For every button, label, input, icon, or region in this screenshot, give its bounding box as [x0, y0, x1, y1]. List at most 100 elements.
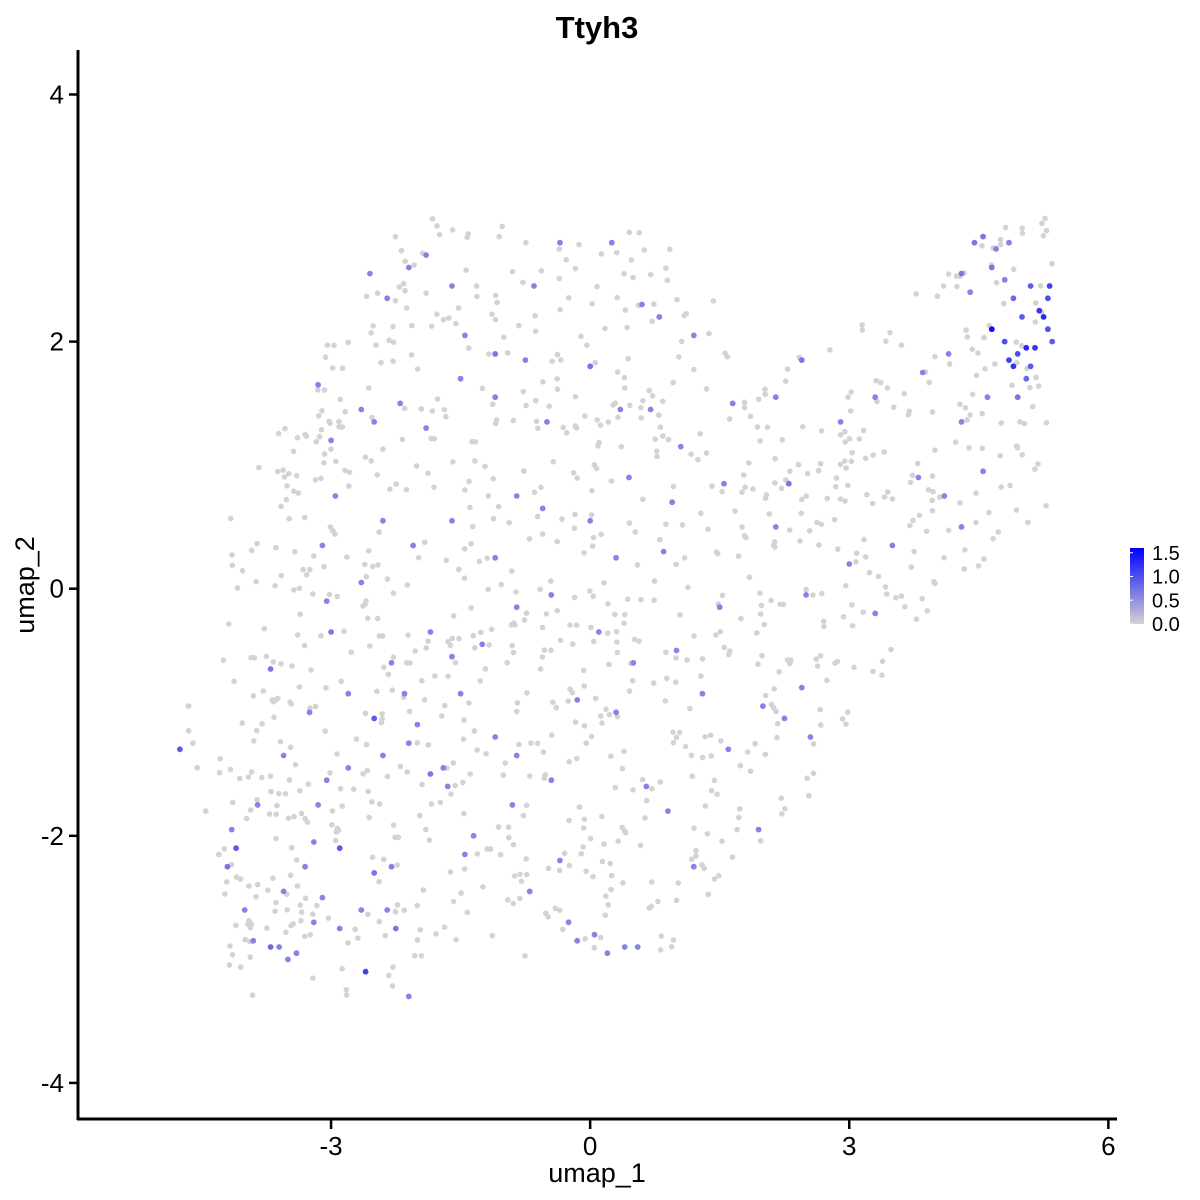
cell-point-background	[740, 472, 747, 478]
cell-point-background	[592, 695, 599, 702]
cell-point	[587, 363, 594, 370]
cell-point	[423, 252, 429, 258]
cell-point	[470, 832, 477, 839]
cell-point-background	[429, 216, 436, 222]
cell-point-background	[627, 402, 633, 409]
cell-point-background	[362, 454, 369, 461]
cell-point-background	[768, 597, 774, 604]
cell-point-background	[739, 524, 745, 530]
cell-point	[267, 944, 274, 950]
cell-point-background	[817, 653, 824, 659]
cell-point-background	[998, 420, 1005, 426]
cell-point-background	[762, 391, 768, 398]
cell-point-background	[758, 602, 765, 609]
cell-point-background	[975, 350, 981, 356]
cell-point-background	[254, 540, 260, 547]
cell-point-background	[699, 754, 706, 761]
cell-point-background	[363, 293, 370, 300]
cell-point-background	[589, 487, 595, 494]
cell-point-background	[726, 416, 733, 422]
cell-point-background	[679, 522, 686, 528]
cell-point-background	[642, 815, 648, 821]
cell-point	[293, 950, 300, 957]
cell-point-background	[471, 728, 478, 734]
cell-point-background	[691, 633, 697, 639]
cell-point-background	[390, 358, 396, 365]
cell-point-background	[711, 777, 718, 784]
cell-point-background	[319, 408, 325, 414]
cell-point	[643, 783, 650, 790]
cell-point-background	[291, 587, 297, 593]
cell-point-background	[926, 379, 932, 386]
cell-point	[310, 839, 317, 845]
cell-point-background	[428, 435, 434, 442]
cell-point-background	[818, 428, 825, 434]
cell-point-background	[310, 591, 316, 597]
cell-point-background	[313, 439, 320, 445]
cell-point-background	[550, 699, 556, 706]
cell-point-background	[390, 654, 397, 660]
cell-point-background	[293, 472, 300, 479]
cell-point-background	[466, 345, 472, 352]
cell-point-background	[689, 773, 695, 779]
cell-point-background	[510, 417, 517, 424]
cell-point-background	[527, 773, 533, 779]
cell-point-background	[368, 458, 375, 464]
cell-point-background	[310, 553, 317, 559]
cell-point-background	[425, 638, 431, 644]
cell-point-background	[449, 227, 456, 233]
cell-point-background	[341, 628, 347, 635]
cell-point	[872, 394, 879, 401]
cell-point	[224, 863, 231, 870]
cell-point-background	[890, 404, 897, 411]
cell-point-background	[862, 455, 869, 462]
cell-point-background	[592, 359, 598, 366]
cell-point-background	[293, 857, 300, 863]
cell-point-background	[365, 911, 371, 918]
cell-point-background	[831, 516, 838, 523]
cell-point-background	[290, 448, 297, 455]
cell-point-background	[626, 688, 633, 694]
cell-point-background	[909, 472, 916, 479]
cell-point-background	[682, 743, 689, 750]
cell-point	[803, 592, 809, 598]
cell-point-background	[296, 788, 303, 794]
cell-point-background	[925, 487, 932, 493]
cell-point-background	[554, 386, 561, 393]
cell-point-background	[608, 753, 614, 759]
cell-point	[837, 419, 844, 425]
cell-point-background	[1021, 420, 1028, 427]
cell-point-background	[449, 635, 456, 642]
cell-point-background	[703, 450, 710, 456]
cell-point	[613, 709, 619, 716]
x-tick-label: -3	[319, 1131, 342, 1161]
cell-point-background	[280, 467, 287, 473]
cell-point-background	[486, 642, 492, 648]
cell-point-background	[432, 673, 438, 679]
cell-point-background	[538, 484, 544, 491]
cell-point-background	[848, 389, 854, 395]
cell-point-background	[417, 812, 423, 819]
cell-point	[405, 264, 412, 271]
cell-point-background	[590, 638, 597, 645]
cell-point-background	[376, 801, 383, 807]
cell-point-background	[648, 879, 655, 885]
cell-point-background	[851, 664, 857, 671]
cell-point-background	[782, 805, 788, 812]
cell-point-background	[839, 716, 846, 722]
cell-point-background	[1001, 300, 1007, 307]
cell-point-background	[342, 467, 348, 474]
cell-point-background	[398, 247, 405, 254]
cell-point-background	[526, 536, 533, 542]
cell-point-background	[932, 447, 938, 454]
cell-point-background	[842, 428, 848, 435]
cell-point-background	[845, 709, 851, 715]
cell-point-background	[1032, 466, 1038, 472]
cell-point-background	[676, 354, 682, 360]
scatter-points	[177, 215, 1056, 1000]
cell-point-background	[681, 555, 688, 561]
cell-point-background	[450, 459, 456, 465]
cell-point-background	[453, 320, 459, 327]
cell-point-background	[554, 607, 561, 614]
cell-point	[479, 641, 486, 648]
